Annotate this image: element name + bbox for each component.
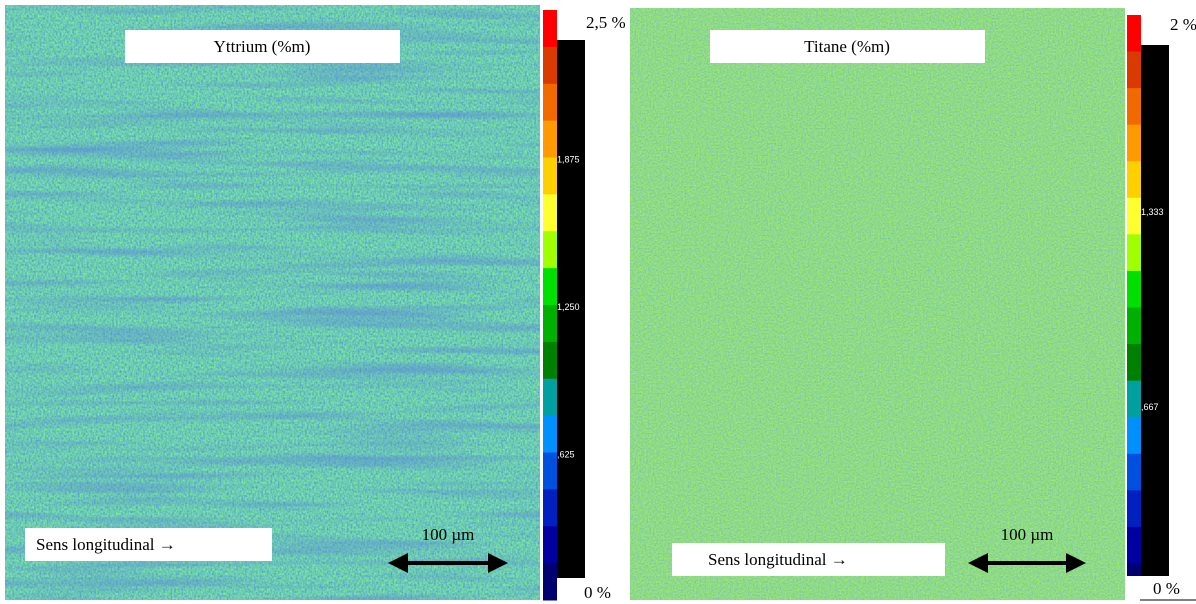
- colorbar-segment: [543, 378, 557, 417]
- colorbar-min: 0 %: [1153, 579, 1180, 598]
- direction-label: Sens longitudinal →: [36, 535, 176, 554]
- colorbar: 1,333 ,667: [1127, 15, 1169, 601]
- colorbar-segment: [1127, 197, 1141, 235]
- colorbar-tick: ,625: [557, 450, 575, 460]
- colorbar-segment: [543, 194, 557, 232]
- colorbar-segment: [1127, 270, 1141, 308]
- colorbar-segment: [1127, 344, 1141, 382]
- colorbar-segment: [1127, 490, 1141, 528]
- colorbar-min: 0 %: [584, 583, 611, 602]
- colorbar-segment: [1127, 307, 1141, 345]
- colorbar-segment: [543, 231, 557, 269]
- colorbar-max: 2,5 %: [586, 13, 626, 32]
- panel: Yttrium (%m) Sens longitudinal → 100 µm …: [25, 10, 627, 604]
- direction-label: Sens longitudinal →: [708, 550, 848, 569]
- label-box: [557, 578, 597, 604]
- colorbar-segment: [1127, 88, 1141, 126]
- colorbar-frame: [557, 40, 585, 600]
- map-title: Yttrium (%m): [214, 37, 311, 56]
- colorbar-segment: [543, 452, 557, 490]
- map-bands: [5, 5, 540, 600]
- scale-label: 100 µm: [422, 525, 475, 544]
- colorbar-segment: [543, 341, 557, 380]
- colorbar-segment: [543, 157, 557, 195]
- label-box: [1127, 576, 1196, 604]
- colorbar-segment: [1127, 51, 1141, 89]
- label-box: [557, 10, 627, 35]
- colorbar-tick: ,667: [1141, 402, 1159, 412]
- colorbar-segment: [1127, 453, 1141, 491]
- colorbar: 1,875 1,250 ,625: [543, 10, 585, 601]
- label-box: [1141, 10, 1196, 35]
- colorbar-segment: [543, 120, 557, 158]
- map-spots: [630, 8, 1125, 600]
- colorbar-segment: [543, 305, 557, 343]
- direction-box: [25, 528, 272, 561]
- colorbar-segment: [543, 563, 557, 601]
- colorbar-segment: [1127, 417, 1141, 455]
- colorbar-segment: [1127, 526, 1141, 564]
- colorbar-segment: [1127, 15, 1141, 53]
- colorbar-tick: 1,875: [557, 155, 580, 165]
- colorbar-segment: [1127, 161, 1141, 199]
- panel: Titane (%m) Sens longitudinal → 100 µm 1…: [672, 10, 1196, 604]
- direction-box: [672, 543, 945, 576]
- colorbar-segment: [543, 526, 557, 564]
- map-title: Titane (%m): [804, 37, 890, 56]
- scale-label: 100 µm: [1001, 525, 1054, 544]
- colorbar-frame: [1141, 45, 1169, 600]
- colorbar-segment: [1127, 380, 1141, 418]
- colorbar-segment: [1127, 234, 1141, 272]
- colorbar-tick: 1,250: [557, 302, 580, 312]
- colorbar-segment: [1127, 124, 1141, 162]
- title-box: [125, 30, 400, 63]
- title-box: [710, 30, 985, 63]
- colorbar-segment: [543, 46, 557, 85]
- colorbar-segment: [543, 83, 557, 122]
- colorbar-segment: [543, 268, 557, 306]
- colorbar-tick: 1,333: [1141, 207, 1164, 217]
- colorbar-segment: [543, 10, 557, 48]
- colorbar-segment: [543, 415, 557, 453]
- colorbar-max: 2 %: [1170, 15, 1196, 34]
- colorbar-segment: [543, 489, 557, 527]
